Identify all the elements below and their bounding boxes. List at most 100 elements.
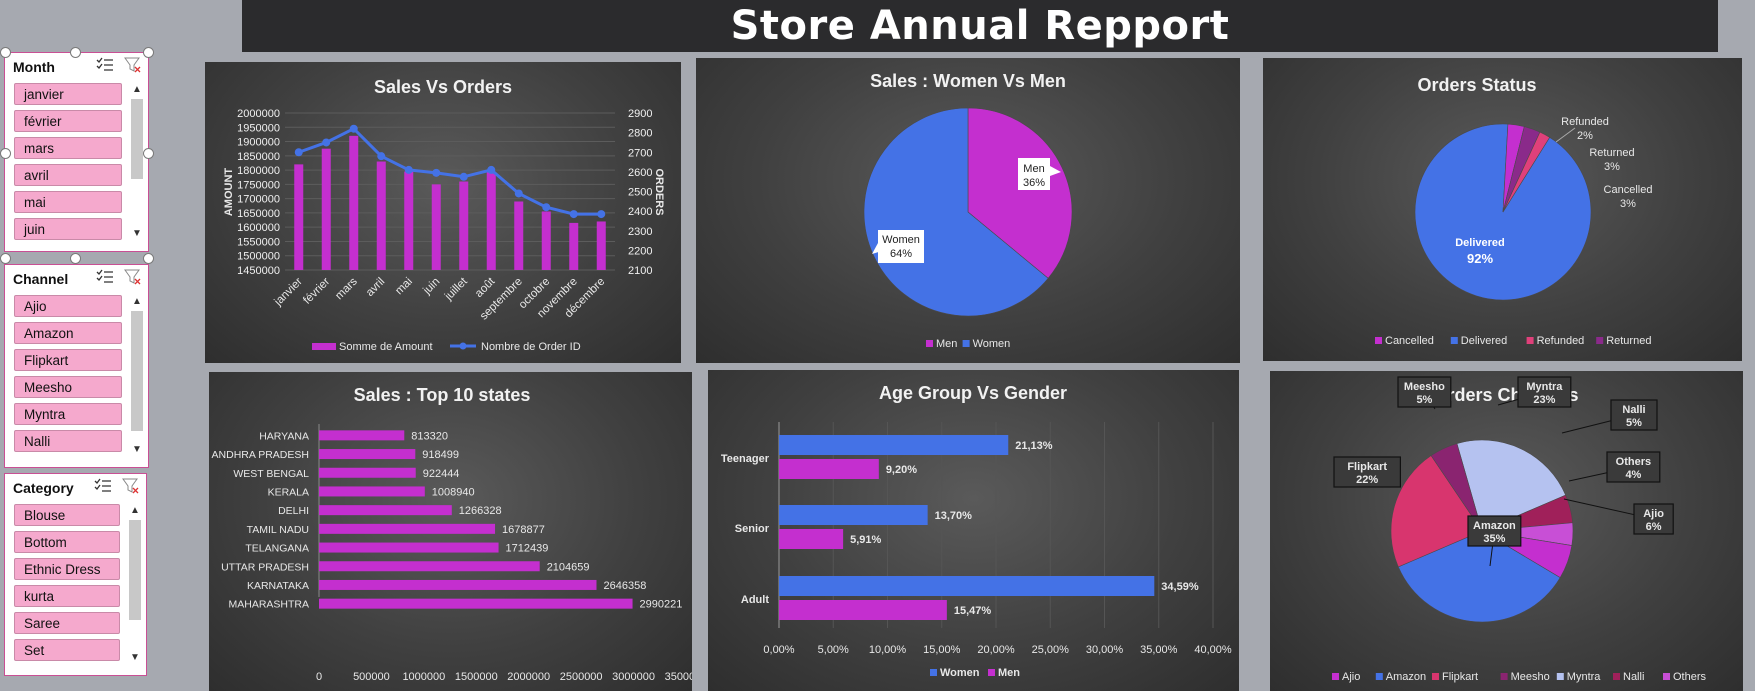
resize-handle[interactable] xyxy=(70,253,81,264)
slice-men xyxy=(967,107,1073,279)
scroll-down-icon[interactable]: ▼ xyxy=(132,228,142,239)
y2-tick-label: 2900 xyxy=(628,108,652,120)
bar-tamil-nadu xyxy=(319,523,496,534)
orders-point-janvier xyxy=(294,148,303,157)
data-label-value: 36% xyxy=(1023,177,1045,189)
slicer-item[interactable]: mars xyxy=(14,137,122,159)
data-label: 9,20% xyxy=(886,464,917,476)
data-label: 2990221 xyxy=(640,599,683,611)
month-slicer[interactable]: Month janvier février mars avril mai jui… xyxy=(4,52,149,252)
slicer-item[interactable]: kurta xyxy=(14,585,120,607)
data-label-name: Flipkart xyxy=(1347,461,1387,473)
resize-handle[interactable] xyxy=(143,148,154,159)
slicer-item[interactable]: Nalli xyxy=(14,430,122,452)
report-title-bar: Store Annual Repport xyxy=(242,0,1718,52)
x-tick-label: 500000 xyxy=(353,671,390,683)
y-tick-label: 1650000 xyxy=(237,208,280,220)
slicer-scrollbar[interactable]: ▲ ▼ xyxy=(129,83,145,241)
x-tick-label: 3000000 xyxy=(612,671,655,683)
data-label: 1008940 xyxy=(432,486,475,498)
legend-swatch-men xyxy=(988,669,995,676)
slicer-item[interactable]: Amazon xyxy=(14,322,122,344)
orders-status-chart[interactable]: Orders Status Refunded 2% Returned 3% Cancell… xyxy=(1263,58,1742,361)
orders-point-juin xyxy=(432,168,441,177)
data-label-value: 6% xyxy=(1646,521,1662,533)
slicer-item[interactable]: Saree xyxy=(14,612,120,634)
bar-uttar-pradesh xyxy=(319,561,540,572)
slicer-item[interactable]: Blouse xyxy=(14,504,120,526)
resize-handle[interactable] xyxy=(70,47,81,58)
x-tick-label: février xyxy=(301,276,332,307)
orders-point-décembre xyxy=(597,210,606,219)
sales-women-men-chart[interactable]: Sales : Women Vs Men Men 36% Women 64% Men Wom… xyxy=(696,58,1240,363)
category-slicer[interactable]: Category Blouse Bottom Ethnic Dress kurt… xyxy=(4,473,147,676)
y-tick-label: DELHI xyxy=(278,505,309,517)
bar-senior-women xyxy=(779,505,928,525)
slicer-item[interactable]: Ethnic Dress xyxy=(14,558,120,580)
slicer-item[interactable]: Flipkart xyxy=(14,349,122,371)
slicer-item[interactable]: Bottom xyxy=(14,531,120,553)
slicer-item[interactable]: Myntra xyxy=(14,403,122,425)
scroll-thumb[interactable] xyxy=(131,99,143,179)
x-tick-label: juillet xyxy=(442,275,470,303)
scroll-thumb[interactable] xyxy=(129,520,141,620)
legend-label: Nombre de Order ID xyxy=(481,341,581,353)
clear-filter-icon[interactable] xyxy=(122,478,140,494)
clear-filter-icon[interactable] xyxy=(124,269,142,285)
legend-label: Women xyxy=(940,667,980,679)
multi-select-icon[interactable] xyxy=(96,57,114,73)
x-tick-label: 40,00% xyxy=(1194,644,1232,656)
scroll-up-icon[interactable]: ▲ xyxy=(130,505,140,516)
slicer-item[interactable]: avril xyxy=(14,164,122,186)
data-label-name: Refunded xyxy=(1561,116,1609,128)
x-tick-label: janvier xyxy=(272,276,305,309)
bar-août xyxy=(486,171,496,270)
resize-handle[interactable] xyxy=(0,47,11,58)
sales-vs-orders-chart[interactable]: Sales Vs Orders 2000000 1950000 1900000 1850… xyxy=(205,62,681,363)
legend-label: Meesho xyxy=(1511,671,1550,683)
scroll-down-icon[interactable]: ▼ xyxy=(130,652,140,663)
bar-teenager-women xyxy=(779,435,1009,455)
scroll-thumb[interactable] xyxy=(131,311,143,431)
channel-slicer[interactable]: Channel Ajio Amazon Flipkart Meesho Mynt… xyxy=(4,264,149,468)
legend-label: Refunded xyxy=(1537,335,1585,347)
x-tick-label: 30,00% xyxy=(1086,644,1124,656)
scroll-up-icon[interactable]: ▲ xyxy=(132,84,142,95)
bar-mars xyxy=(349,135,359,270)
orders-point-mars xyxy=(349,124,358,133)
scroll-down-icon[interactable]: ▼ xyxy=(132,444,142,455)
slicer-item[interactable]: Set xyxy=(14,639,120,661)
legend-label: Delivered xyxy=(1461,335,1507,347)
slicer-scrollbar[interactable]: ▲ ▼ xyxy=(129,295,145,457)
sales-vs-orders-svg: Sales Vs Orders 2000000 1950000 1900000 1850… xyxy=(223,77,665,353)
x-tick-label: 0,00% xyxy=(763,644,794,656)
age-group-gender-chart[interactable]: Age Group Vs Gender 0,00% 5,00% 10,00% 15,00… xyxy=(708,370,1239,691)
slicer-header: Category xyxy=(13,480,74,496)
resize-handle[interactable] xyxy=(0,253,11,264)
clear-filter-icon[interactable] xyxy=(124,57,142,73)
multi-select-icon[interactable] xyxy=(96,269,114,285)
resize-handle[interactable] xyxy=(143,253,154,264)
slicer-item[interactable]: février xyxy=(14,110,122,132)
y-tick-label: Teenager xyxy=(721,453,770,465)
slicer-scrollbar[interactable]: ▲ ▼ xyxy=(127,504,143,665)
orders-point-avril xyxy=(377,152,386,161)
x-tick-label: 0 xyxy=(316,671,322,683)
multi-select-icon[interactable] xyxy=(94,478,112,494)
legend-swatch-myntra xyxy=(1556,673,1564,680)
bar-février xyxy=(321,148,331,270)
scroll-up-icon[interactable]: ▲ xyxy=(132,296,142,307)
slicer-item[interactable]: Ajio xyxy=(14,295,122,317)
data-label-value: 5% xyxy=(1416,394,1432,406)
resize-handle[interactable] xyxy=(0,148,11,159)
bar-septembre xyxy=(514,201,524,270)
x-tick-label: 1000000 xyxy=(402,671,445,683)
y-tick-label: UTTAR PRADESH xyxy=(221,561,309,573)
top10-states-chart[interactable]: Sales : Top 10 states HARYANA 813320 ANDHRA… xyxy=(209,372,692,691)
orders-channels-chart[interactable]: Orders Channels Myntra 23% Nalli 5% Others 4% A… xyxy=(1270,371,1743,691)
slicer-item[interactable]: Meesho xyxy=(14,376,122,398)
slicer-item[interactable]: mai xyxy=(14,191,122,213)
slicer-item[interactable]: janvier xyxy=(14,83,122,105)
resize-handle[interactable] xyxy=(143,47,154,58)
slicer-item[interactable]: juin xyxy=(14,218,122,240)
